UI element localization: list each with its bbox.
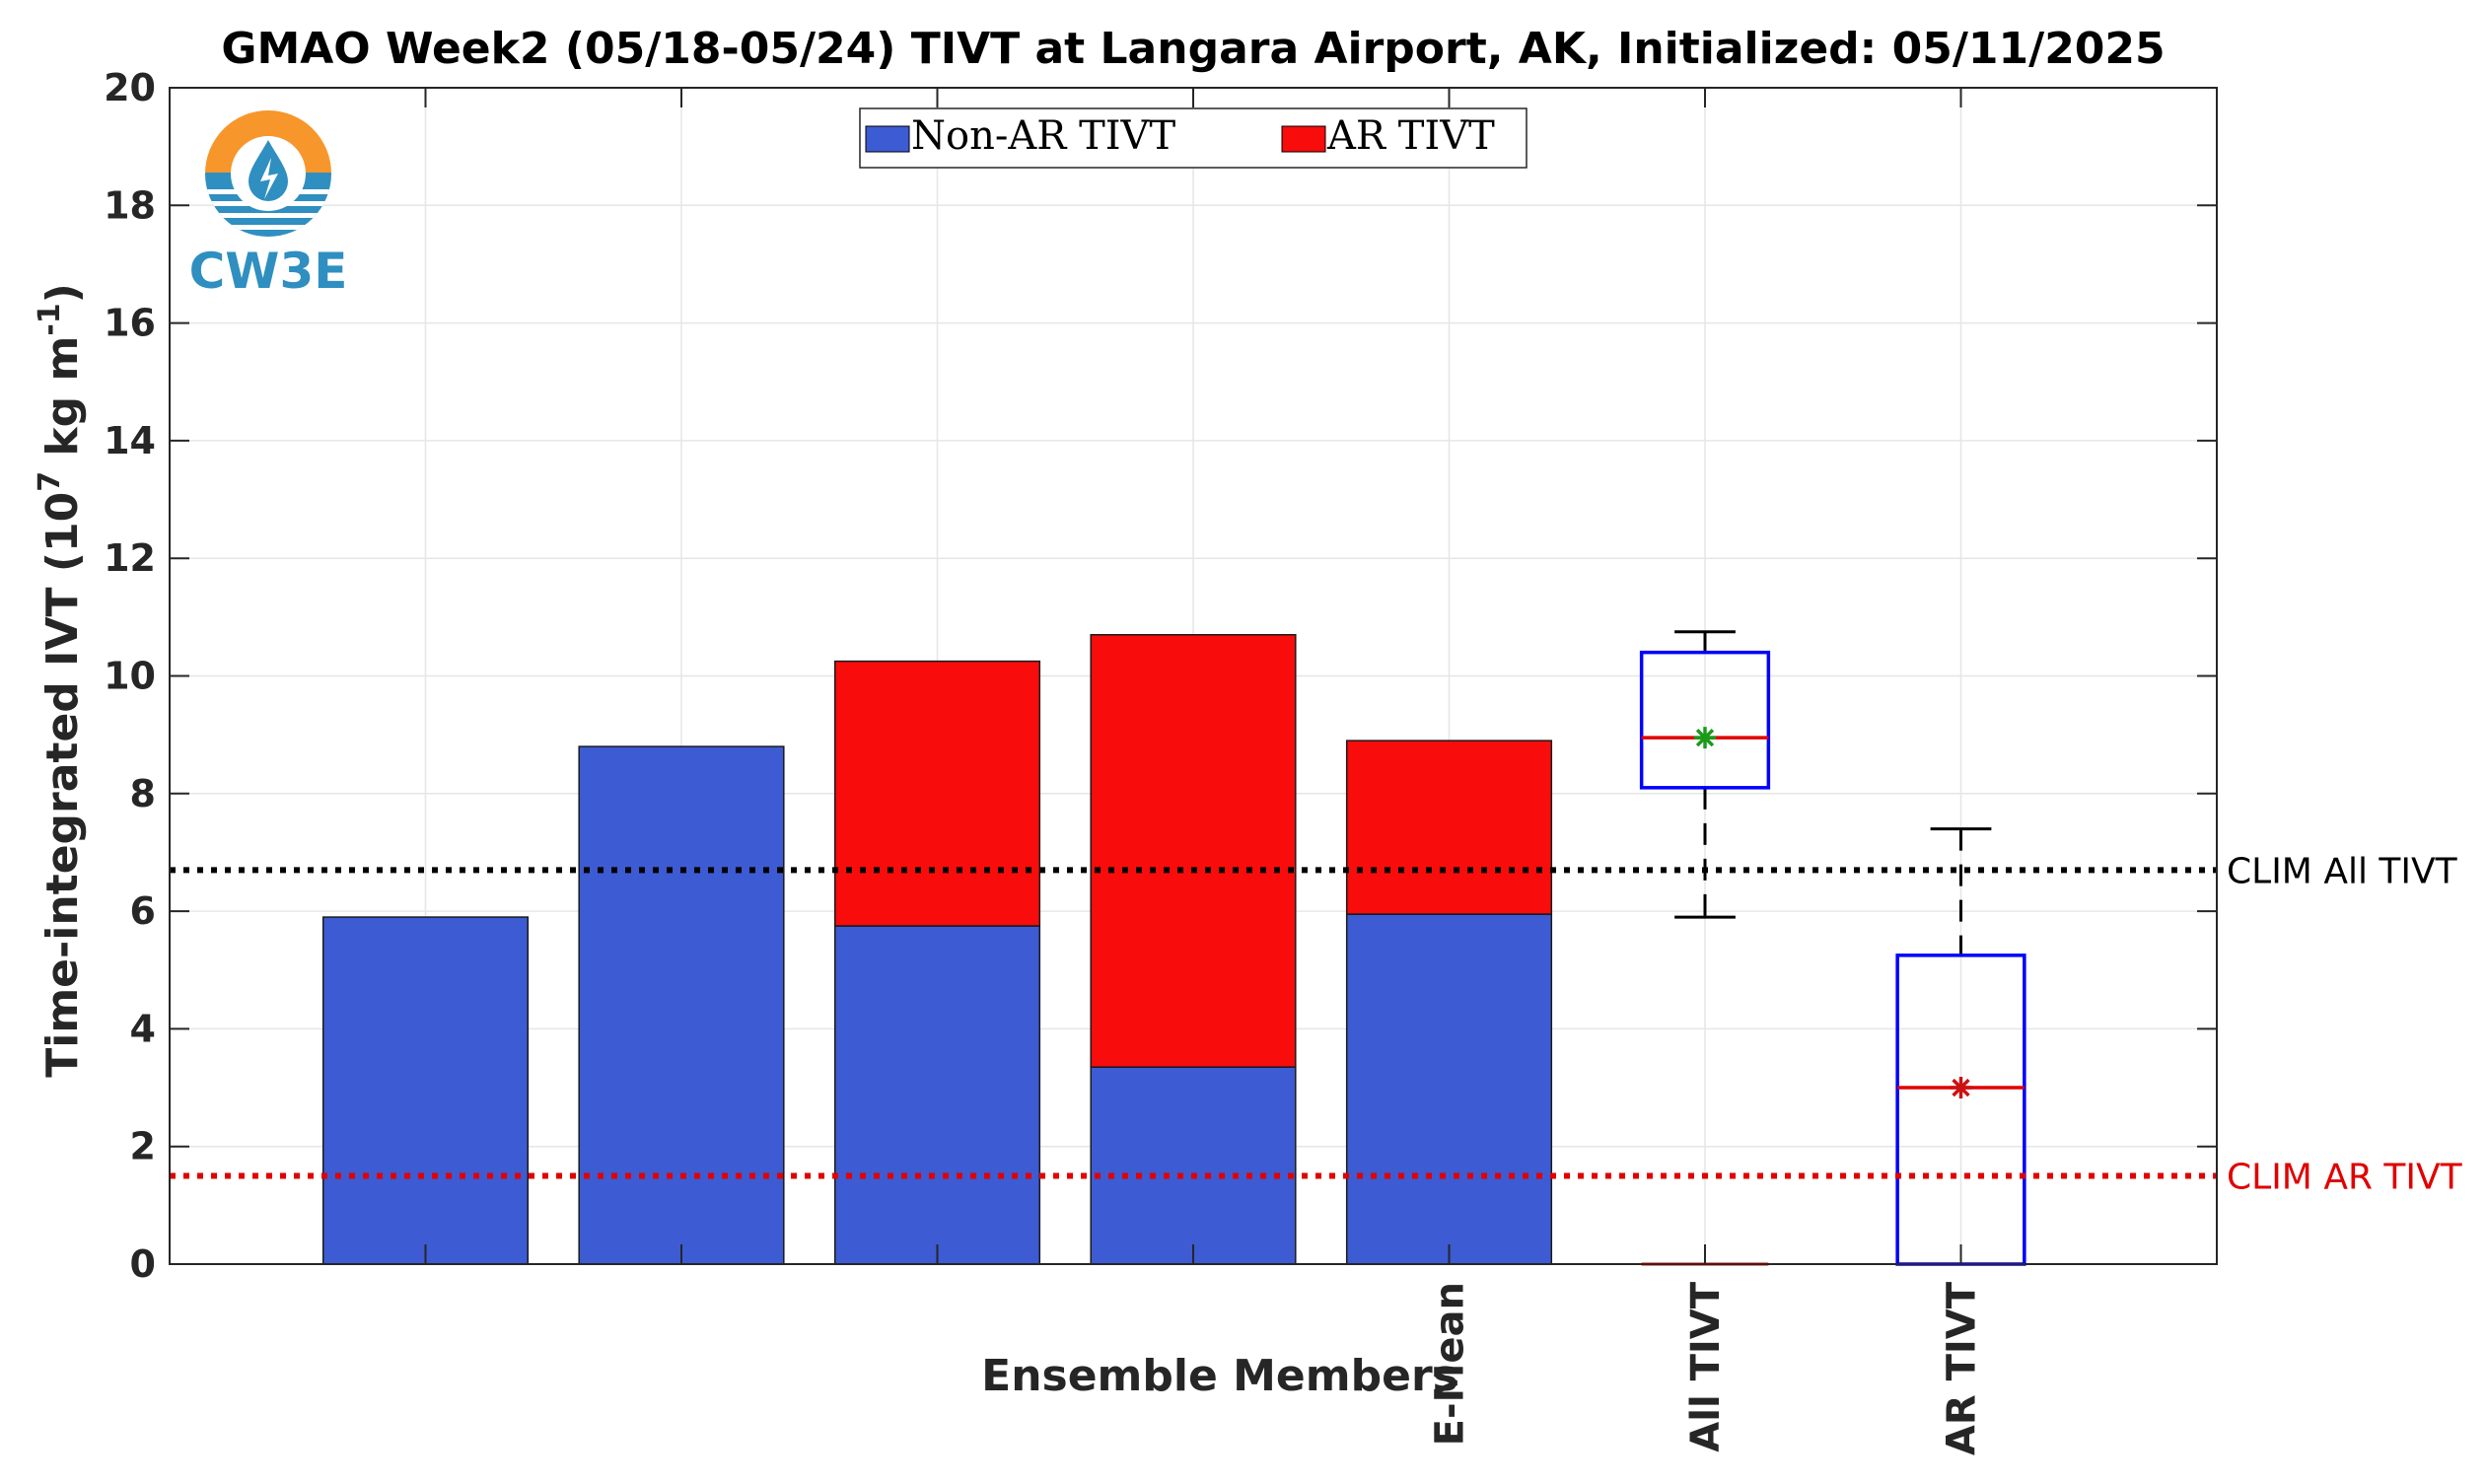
x-tick-label: All TIVT — [1683, 1281, 1729, 1451]
clim-label: CLIM All TIVT — [2227, 851, 2458, 891]
legend-swatch-ar — [1281, 125, 1326, 153]
legend-label-non-ar: Non-AR TIVT — [911, 113, 1175, 159]
bar-non-ar — [833, 925, 1041, 1265]
bar-ar — [1345, 740, 1553, 915]
y-axis-label: Time-integrated IVT (107 kg m-1) — [33, 283, 88, 1078]
bar-non-ar — [1345, 913, 1553, 1265]
x-tick-label: E-Mean — [1428, 1282, 1473, 1446]
clim-label: CLIM AR TIVT — [2227, 1158, 2463, 1198]
y-tick-label: 4 — [130, 1007, 156, 1050]
x-ticks: E-Mean All TIVT AR TIVT — [424, 88, 1985, 1455]
y-tick-label: 8 — [130, 772, 156, 815]
reference-lines-layer: CLIM All TIVT CLIM AR TIVT — [170, 851, 2463, 1198]
legend-box — [859, 107, 1528, 169]
bar-non-ar — [321, 916, 530, 1265]
legend: Non-AR TIVT AR TIVT — [859, 107, 1528, 169]
mean-asterisk-stroke — [1952, 1078, 1970, 1097]
y-tick-label: 12 — [104, 536, 156, 580]
legend-swatch-non-ar — [865, 125, 910, 153]
x-tick-label: AR TIVT — [1940, 1281, 1985, 1455]
y-tick-label: 6 — [130, 889, 156, 933]
legend-label-ar: AR TIVT — [1326, 113, 1495, 159]
x-axis-label: Ensemble Members — [981, 1351, 1458, 1401]
y-tick-label: 18 — [104, 183, 156, 227]
box-iqr — [1639, 650, 1771, 790]
chart-title: GMAO Week2 (05/18-05/24) TIVT at Langara… — [221, 24, 2165, 74]
y-tick-label: 0 — [130, 1242, 156, 1286]
y-tick-label: 2 — [130, 1125, 156, 1168]
boxplots-layer — [1639, 630, 2026, 1266]
bars-layer — [321, 633, 1553, 1265]
y-ticks: 0 2 4 6 8 10 12 14 16 18 20 — [104, 66, 2217, 1286]
y-tick-label: 10 — [104, 655, 156, 698]
cw3e-logo: CW3E — [189, 110, 348, 300]
box-mean-marker — [1950, 1077, 1972, 1099]
y-tick-label: 14 — [104, 419, 156, 462]
bar-ar — [833, 660, 1041, 927]
mean-asterisk-stroke — [1695, 728, 1715, 747]
logo-text: CW3E — [189, 243, 348, 300]
y-tick-label: 16 — [104, 302, 156, 345]
bar-ar — [1090, 633, 1297, 1068]
bar-non-ar — [1090, 1066, 1297, 1265]
y-tick-label: 20 — [104, 66, 156, 109]
box-mean-marker — [1694, 727, 1716, 749]
bar-non-ar — [578, 745, 785, 1265]
